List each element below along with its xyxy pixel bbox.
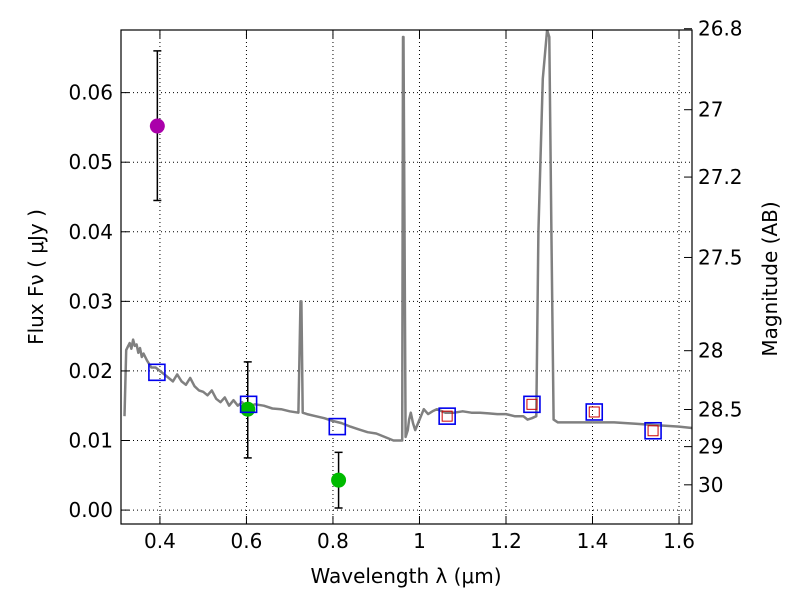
y-tick-label-4: 0.04 — [68, 220, 113, 244]
sed-template-line — [123, 30, 692, 442]
model-box-inner-5 — [588, 406, 600, 418]
plot-area — [123, 30, 692, 509]
x-axis-label: Wavelength λ (μm) — [310, 564, 501, 588]
right-axis-label: Magnitude (AB) — [758, 201, 782, 356]
data-point-2 — [331, 472, 347, 488]
right-tick-label-5: 28.5 — [698, 398, 743, 422]
grid — [121, 30, 692, 524]
x-tick-label-5: 1.4 — [577, 529, 609, 553]
y-tick-label-5: 0.05 — [68, 150, 113, 174]
data-point-0 — [149, 118, 165, 134]
y-axis-label: Flux Fν ( μJy ) — [24, 209, 48, 345]
right-tick-label-0: 26.8 — [698, 17, 743, 41]
model-box-4 — [523, 395, 541, 414]
right-tick-label-4: 28 — [698, 339, 723, 363]
right-tick-label-6: 29 — [698, 435, 723, 459]
model-box-inner-6 — [647, 425, 659, 437]
y-tick-label-6: 0.06 — [68, 81, 113, 105]
x-tick-label-3: 1 — [413, 529, 426, 553]
x-tick-label-0: 0.4 — [144, 529, 176, 553]
y-tick-label-1: 0.01 — [68, 429, 113, 453]
model-box-3 — [438, 407, 456, 425]
data-point-1 — [240, 401, 256, 417]
right-tick-label-1: 27 — [698, 98, 723, 122]
axes-frame — [120, 29, 693, 525]
model-box-inner-3 — [441, 410, 453, 422]
model-box-inner-4 — [526, 398, 538, 410]
model-box-5 — [585, 403, 604, 421]
x-tick-label-2: 0.8 — [317, 529, 349, 553]
right-tick-label-3: 27.5 — [698, 245, 743, 269]
x-tick-label-4: 1.2 — [490, 529, 522, 553]
y-tick-label-0: 0.00 — [68, 498, 113, 522]
y-axis: 0.00 0.01 0.02 0.03 0.04 0.05 0.06 — [68, 81, 129, 522]
right-axis-magnitude: 26.8 27 27.2 27.5 28 28.5 29 30 — [684, 17, 743, 497]
plot-frame — [120, 29, 693, 525]
model-box-6 — [644, 421, 662, 440]
model-box-2 — [328, 417, 347, 436]
model-box-0 — [148, 363, 166, 382]
y-tick-label-3: 0.03 — [68, 289, 113, 313]
right-tick-label-2: 27.2 — [698, 165, 743, 189]
x-tick-label-1: 0.6 — [231, 529, 263, 553]
model-box-1 — [239, 395, 258, 414]
y-tick-label-2: 0.02 — [68, 359, 113, 383]
right-tick-label-7: 30 — [698, 473, 723, 497]
x-tick-label-6: 1.6 — [663, 529, 695, 553]
x-axis: 0.4 0.6 0.8 1 1.2 1.4 1.6 — [144, 30, 695, 553]
